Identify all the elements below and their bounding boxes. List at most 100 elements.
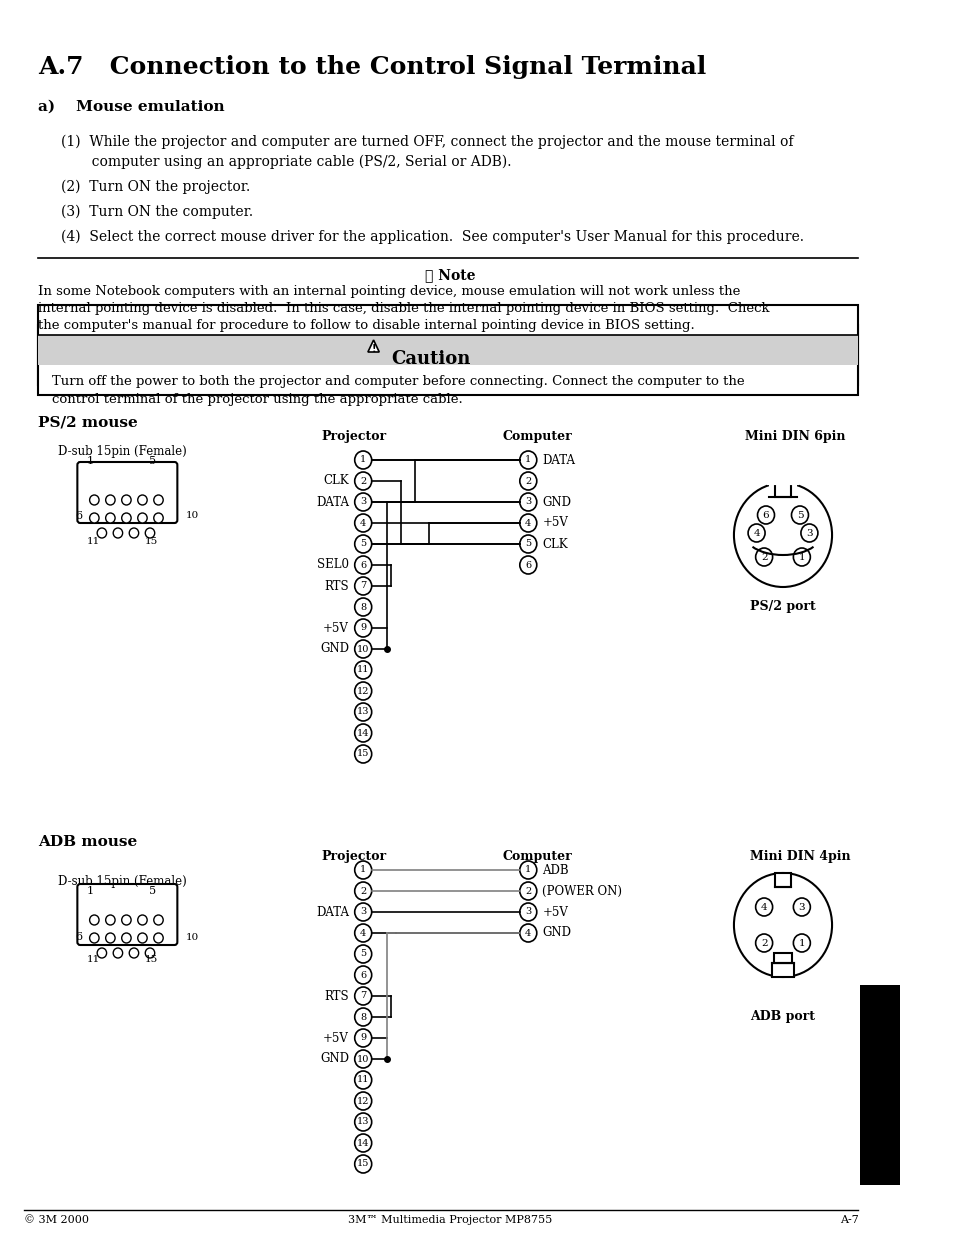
Text: TECHNICAL: TECHNICAL [872, 106, 886, 194]
Circle shape [355, 1134, 372, 1152]
Text: Computer: Computer [502, 430, 572, 443]
Circle shape [355, 924, 372, 942]
FancyBboxPatch shape [77, 462, 177, 522]
Circle shape [106, 932, 115, 944]
Text: 15: 15 [144, 537, 157, 546]
Circle shape [122, 932, 131, 944]
Circle shape [355, 987, 372, 1005]
Circle shape [122, 915, 131, 925]
Circle shape [129, 948, 138, 958]
Circle shape [129, 529, 138, 538]
Bar [38, 305, 858, 395]
Bar [768, 480, 797, 500]
Text: (1)  While the projector and computer are turned OFF, connect the projector and : (1) While the projector and computer are… [61, 135, 793, 169]
Bar [771, 963, 794, 977]
Circle shape [355, 535, 372, 553]
Circle shape [153, 513, 163, 522]
Circle shape [90, 915, 99, 925]
Circle shape [137, 932, 147, 944]
Text: 5: 5 [149, 456, 156, 466]
Circle shape [355, 745, 372, 763]
Circle shape [153, 932, 163, 944]
Text: 2: 2 [359, 887, 366, 895]
FancyBboxPatch shape [77, 884, 177, 945]
Circle shape [355, 1092, 372, 1110]
Text: ADB port: ADB port [750, 1010, 815, 1023]
Circle shape [113, 948, 123, 958]
Circle shape [733, 483, 831, 587]
Circle shape [355, 966, 372, 984]
Text: 11: 11 [356, 666, 369, 674]
Text: 6: 6 [761, 510, 768, 520]
Text: 4: 4 [753, 529, 760, 537]
Text: 10: 10 [186, 511, 199, 520]
Circle shape [355, 640, 372, 658]
Circle shape [137, 513, 147, 522]
Text: 12: 12 [356, 687, 369, 695]
Circle shape [801, 524, 817, 542]
Circle shape [355, 493, 372, 511]
Text: a)    Mouse emulation: a) Mouse emulation [38, 100, 224, 114]
Circle shape [355, 945, 372, 963]
Circle shape [755, 548, 772, 566]
Text: 7: 7 [359, 992, 366, 1000]
Text: DATA: DATA [315, 495, 349, 509]
Text: 2: 2 [760, 939, 766, 947]
Circle shape [355, 703, 372, 721]
Circle shape [519, 472, 537, 490]
Text: 6: 6 [75, 932, 83, 942]
Text: Caution: Caution [391, 350, 471, 368]
Circle shape [355, 451, 372, 469]
Circle shape [519, 514, 537, 532]
Circle shape [137, 495, 147, 505]
Circle shape [355, 903, 372, 921]
Text: 1: 1 [359, 456, 366, 464]
Text: 5: 5 [359, 540, 366, 548]
Text: (2)  Turn ON the projector.: (2) Turn ON the projector. [61, 180, 251, 194]
Circle shape [153, 495, 163, 505]
Bar [38, 335, 858, 366]
Circle shape [355, 1155, 372, 1173]
Circle shape [106, 513, 115, 522]
Circle shape [106, 915, 115, 925]
Circle shape [791, 506, 807, 524]
Text: 1: 1 [524, 456, 531, 464]
Text: 5: 5 [359, 950, 366, 958]
Text: ADB mouse: ADB mouse [38, 835, 137, 848]
Circle shape [519, 556, 537, 574]
Text: +5V: +5V [323, 1031, 349, 1045]
Text: CLK: CLK [323, 474, 349, 488]
Circle shape [793, 934, 809, 952]
Text: 6: 6 [525, 561, 531, 569]
Text: 11: 11 [87, 955, 100, 965]
Text: 5: 5 [525, 540, 531, 548]
Text: 3: 3 [524, 908, 531, 916]
Circle shape [747, 524, 764, 542]
Bar [860, 986, 899, 1186]
Text: SEL0: SEL0 [316, 558, 349, 572]
Text: 2: 2 [524, 887, 531, 895]
Circle shape [755, 934, 772, 952]
Text: 6: 6 [359, 971, 366, 979]
Text: GND: GND [542, 926, 571, 940]
Text: CLK: CLK [542, 537, 567, 551]
Circle shape [355, 1071, 372, 1089]
Circle shape [113, 529, 123, 538]
Text: 1: 1 [87, 456, 93, 466]
Circle shape [519, 451, 537, 469]
Text: 10: 10 [356, 645, 369, 653]
Circle shape [90, 932, 99, 944]
Circle shape [355, 514, 372, 532]
Text: RTS: RTS [324, 989, 349, 1003]
Bar [775, 483, 790, 496]
Text: 6: 6 [359, 561, 366, 569]
Circle shape [355, 1113, 372, 1131]
Text: Mini DIN 4pin: Mini DIN 4pin [749, 850, 850, 863]
Text: GND: GND [319, 642, 349, 656]
Circle shape [355, 556, 372, 574]
Circle shape [145, 948, 154, 958]
Text: Mini DIN 6pin: Mini DIN 6pin [744, 430, 845, 443]
Text: 3: 3 [359, 908, 366, 916]
Circle shape [519, 924, 537, 942]
Text: 5: 5 [796, 510, 802, 520]
